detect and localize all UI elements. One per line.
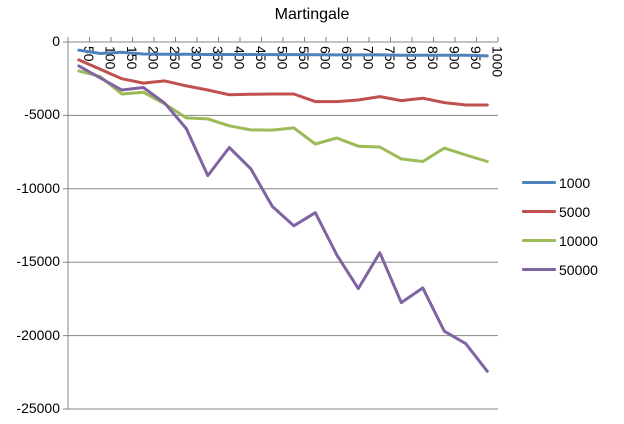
x-tick-label: 1000 (489, 46, 505, 77)
series-line-10000 (77, 69, 489, 163)
series-line-5000 (77, 58, 489, 107)
series-line-50000 (77, 64, 489, 373)
x-tick-label: 700 (360, 46, 376, 70)
x-tick-label: 850 (425, 46, 441, 70)
x-tick-label: 400 (231, 46, 247, 70)
y-tick-label: -15000 (16, 253, 60, 270)
x-tick-label: 750 (382, 46, 398, 70)
x-tick-label: 500 (274, 46, 290, 70)
legend-swatch-icon (522, 181, 556, 184)
legend-swatch-icon (522, 239, 556, 242)
legend-label: 10000 (559, 232, 598, 249)
x-tick-label: 350 (210, 46, 226, 70)
legend-swatch-icon (522, 210, 556, 213)
x-tick-label: 950 (468, 46, 484, 70)
legend-label: 50000 (559, 261, 598, 278)
y-tick-label: 0 (52, 33, 60, 49)
legend-swatch-icon (522, 268, 556, 271)
series-lines (77, 48, 489, 373)
x-tick-label: 600 (317, 46, 333, 70)
x-tick-label: 250 (167, 46, 183, 70)
series-line-1000 (77, 48, 489, 58)
x-tick-label: 900 (446, 46, 462, 70)
legend-item-5000: 5000 (522, 197, 598, 226)
y-tick-label: -5000 (24, 106, 60, 123)
y-tick-label: -20000 (16, 326, 60, 343)
legend-item-10000: 10000 (522, 226, 598, 255)
x-tick-label: 550 (296, 46, 312, 70)
x-tick-label: 800 (403, 46, 419, 70)
x-tick-label: 150 (124, 46, 140, 70)
legend-label: 5000 (559, 203, 591, 220)
legend-item-50000: 50000 (522, 255, 598, 284)
chart-title: Martingale (274, 6, 350, 23)
x-axis: 50 100 150 200 250 300 350 400 450 500 550 600 650 70… (67, 37, 505, 77)
x-tick-label: 100 (102, 46, 118, 70)
legend-item-1000: 1000 (522, 168, 598, 197)
gridlines (63, 41, 498, 410)
x-tick-label: 450 (253, 46, 269, 70)
x-tick-label: 300 (188, 46, 204, 70)
x-tick-label: 200 (145, 46, 161, 70)
legend-label: 1000 (559, 174, 591, 191)
x-tick-label: 650 (339, 46, 355, 70)
legend: 1000 5000 10000 50000 (522, 168, 598, 284)
y-tick-label: -10000 (16, 179, 60, 196)
y-tick-label: -25000 (16, 400, 60, 416)
